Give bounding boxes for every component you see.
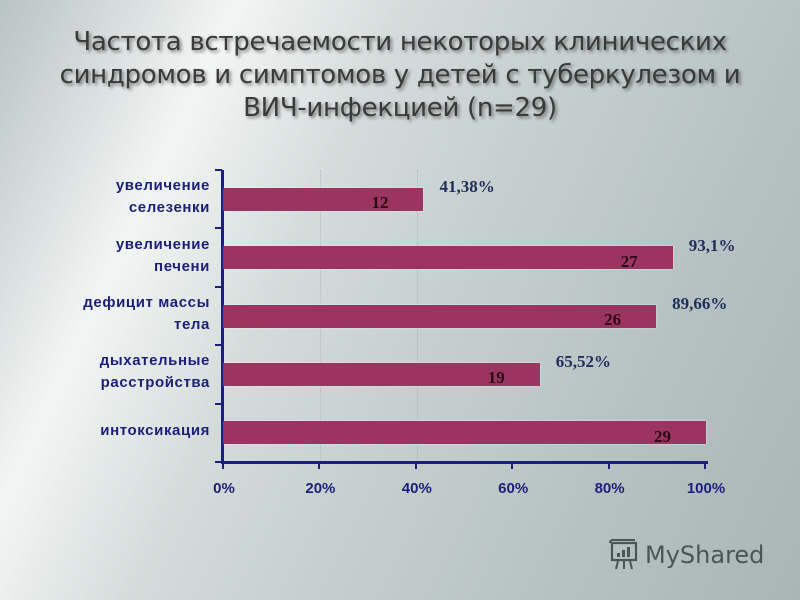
x-tick [318,462,321,469]
bar-percent-label: 93,1% [688,235,736,255]
x-tick-label: 20% [305,480,336,497]
category-label-line: печени [154,257,210,275]
x-tick-label: 40% [401,480,432,497]
category-label: увеличение печени [40,234,210,278]
watermark: MyShared [607,538,764,572]
slide-title: Частота встречаемости некоторых клиничес… [40,26,760,125]
watermark-text: MyShared [645,541,765,569]
bar-count-label: 27 [620,251,638,271]
x-tick [222,462,224,469]
bar [224,362,540,386]
y-tick [215,461,222,463]
bar-count-label: 29 [654,426,671,446]
bar-percent-label: 89,66% [672,294,728,313]
x-tick-label: 100% [686,480,726,497]
title-line-3: ВИЧ-инфекцией (n=29) [243,93,557,123]
category-label-line: селезенки [128,199,210,217]
category-label-line: увеличение [115,177,210,195]
category-label-line: интоксикация [100,421,210,439]
x-tick-label: 80% [594,480,625,497]
x-tick [607,462,610,469]
x-tick-label: 0% [213,480,235,497]
y-tick [215,169,222,171]
x-tick [414,462,417,469]
category-label: увеличение селезенки [40,175,210,219]
category-label-line: тела [174,316,210,333]
y-axis [221,170,224,463]
x-axis [221,461,708,464]
bar [224,187,424,211]
category-label: дыхательные расстройства [40,350,210,394]
y-tick [215,227,222,230]
title-line-2: синдромов и симптомов у детей с туберкул… [59,60,741,90]
category-label-line: расстройства [100,374,210,392]
bar-percent-label: 41,38% [439,177,495,197]
title-line-1: Частота встречаемости некоторых клиничес… [73,27,727,57]
y-tick [215,402,222,405]
x-tick [511,462,514,469]
y-tick [215,285,222,288]
category-label-line: увеличение [115,235,210,253]
y-tick [215,344,222,347]
x-tick [704,462,706,469]
category-label-line: дефицит массы [83,294,210,311]
bar-count-label: 12 [371,193,389,213]
bar-percent-label: 65,52% [555,352,612,372]
category-label: дефицит массы тела [40,292,210,336]
bar-count-label: 26 [604,310,622,329]
bar-count-label: 19 [487,368,505,388]
bar [224,421,706,445]
category-label: интоксикация [40,420,210,442]
category-label-line: дыхательные [99,352,210,370]
bar [224,304,657,328]
x-tick-label: 60% [498,480,529,497]
presentation-board-icon [609,539,638,570]
bar [224,246,673,270]
